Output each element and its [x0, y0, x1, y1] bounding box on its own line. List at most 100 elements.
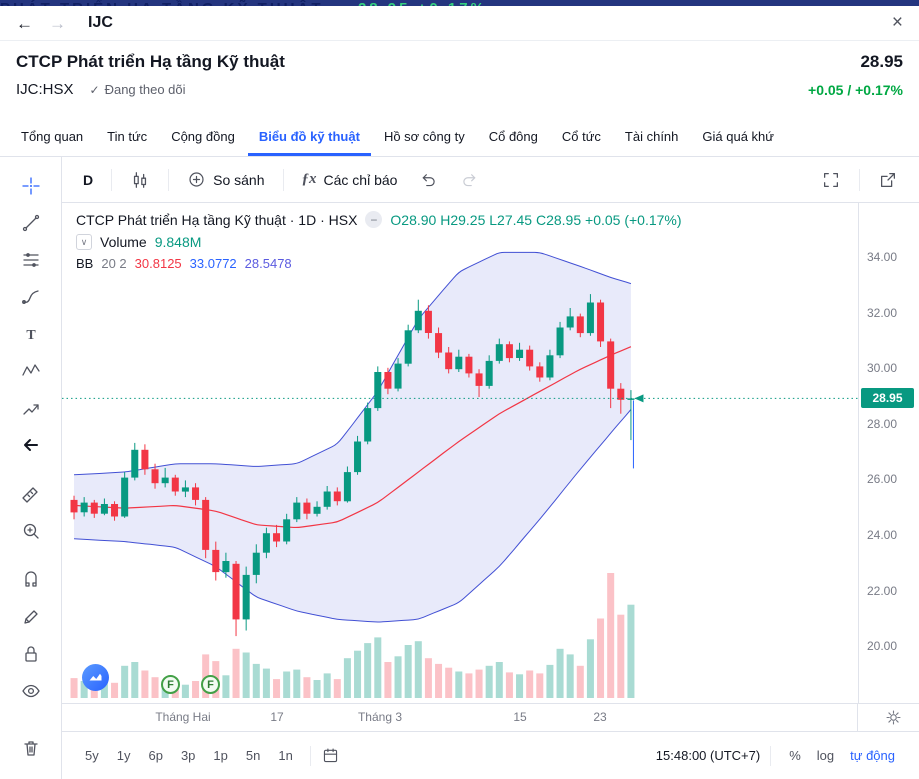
indicators-button[interactable]: ƒx Các chỉ báo	[293, 165, 407, 194]
forward-icon[interactable]: →	[49, 13, 66, 33]
price-tick: 28.00	[867, 416, 898, 431]
plus-circle-icon	[189, 172, 204, 187]
chart-body: CTCP Phát triển Hạ tầng Kỹ thuật · 1D · …	[62, 203, 919, 703]
banner-text: PHÁT TRIỂN HẠ TẦNG KỸ THUẬT	[0, 0, 324, 6]
lock-tool-icon[interactable]	[14, 637, 48, 671]
percent-scale-button[interactable]: %	[781, 743, 809, 768]
compare-label: So sánh	[213, 171, 265, 188]
time-label: 17	[270, 710, 284, 724]
bottom-bar: 5y 1y 6p 3p 1p 5n 1n 15:48:00 (UTC+7) % log tự…	[62, 731, 919, 779]
banner-ticker: 28.95 +0.17%	[358, 0, 487, 6]
compare-button[interactable]: So sánh	[178, 164, 273, 195]
redo-icon	[463, 174, 476, 187]
trendline-tool-icon[interactable]	[14, 206, 48, 240]
undo-icon	[423, 174, 436, 187]
event-marker[interactable]: F	[161, 675, 180, 694]
last-price: 28.95	[860, 52, 903, 71]
range-buttons: 5y 1y 6p 3p 1p 5n 1n	[78, 743, 300, 768]
price-tick: 24.00	[867, 528, 898, 542]
fullscreen-button[interactable]	[812, 164, 850, 196]
tab-ho-so-cong-ty[interactable]: Hồ sơ công ty	[383, 128, 465, 144]
check-icon: ✓	[89, 82, 100, 97]
range-6p[interactable]: 6p	[141, 743, 169, 768]
tab-tai-chinh[interactable]: Tài chính	[624, 128, 679, 144]
time-label: Tháng Hai	[155, 710, 211, 724]
go-to-date-calendar-icon[interactable]	[321, 746, 340, 765]
auto-scale-button[interactable]: tự động	[842, 743, 903, 768]
tab-tong-quan[interactable]: Tổng quan	[21, 128, 84, 144]
range-1y[interactable]: 1y	[110, 743, 138, 768]
top-banner: PHÁT TRIỂN HẠ TẦNG KỸ THUẬT 28.95 +0.17%	[0, 0, 919, 6]
tab-cong-dong[interactable]: Cộng đồng	[171, 128, 235, 144]
tab-bieu-do-ky-thuat[interactable]: Biểu đồ kỹ thuật	[247, 119, 371, 156]
fib-tool-icon[interactable]	[14, 243, 48, 277]
tab-gia-qua-khu[interactable]: Giá quá khứ	[702, 128, 774, 144]
watchlist-toggle[interactable]: ✓ Đang theo dõi	[90, 82, 186, 97]
collapse-legend-button[interactable]: −	[365, 211, 383, 228]
chevron-down-icon[interactable]: ∨	[76, 234, 92, 250]
range-1n[interactable]: 1n	[271, 743, 299, 768]
drawing-toolbar: T	[0, 157, 62, 779]
drawing-pencil-tool-icon[interactable]	[14, 600, 48, 634]
brush-tool-icon[interactable]	[14, 280, 48, 314]
price-axis[interactable]: 28.95 34.00 32.00 30.00 28.00 26.00 24.00 22.0…	[858, 203, 919, 703]
tab-co-dong[interactable]: Cổ đông	[488, 128, 538, 144]
chart-right: D So sánh ƒx Các chỉ báo	[62, 157, 919, 779]
tab-co-tuc[interactable]: Cổ tức	[561, 128, 601, 144]
window-bar: ← → IJC ×	[0, 6, 919, 41]
candlestick-icon	[134, 171, 147, 188]
tab-tin-tuc[interactable]: Tin tức	[107, 128, 148, 144]
range-5n[interactable]: 5n	[239, 743, 267, 768]
range-3p[interactable]: 3p	[174, 743, 202, 768]
magnet-tool-icon[interactable]	[14, 563, 48, 597]
time-axis[interactable]: Tháng Hai 17 Tháng 3 15 23	[62, 703, 919, 731]
time-label: 15	[513, 710, 527, 724]
price-tick: 30.00	[867, 361, 898, 376]
time-label: 23	[593, 710, 607, 724]
log-scale-button[interactable]: log	[809, 743, 842, 768]
range-1p[interactable]: 1p	[206, 743, 234, 768]
chart-pane[interactable]: CTCP Phát triển Hạ tầng Kỹ thuật · 1D · …	[62, 203, 858, 703]
indicators-label: Các chỉ báo	[323, 171, 398, 188]
pattern-tool-icon[interactable]	[14, 354, 48, 388]
tab-bar: Tổng quan Tin tức Cộng đồng Biểu đồ kỹ thuậ…	[0, 119, 919, 157]
symbol-exchange: IJC:HSX	[16, 81, 74, 98]
zoom-in-tool-icon[interactable]	[14, 514, 48, 548]
price-tick: 34.00	[867, 250, 898, 264]
forecast-tool-icon[interactable]	[14, 391, 48, 425]
company-name: CTCP Phát triển Hạ tầng Kỹ thuật	[16, 52, 285, 71]
remove-drawings-trash-icon[interactable]	[14, 731, 48, 765]
arrow-tool-icon[interactable]	[14, 428, 48, 462]
clock[interactable]: 15:48:00 (UTC+7)	[655, 748, 761, 763]
price-change: +0.05 / +0.17%	[808, 81, 903, 98]
broker-logo-icon[interactable]	[82, 664, 109, 691]
undo-button[interactable]	[410, 164, 447, 195]
settings-gear-icon[interactable]	[884, 708, 903, 730]
fx-icon: ƒx	[301, 171, 317, 187]
chart-area: T D So sánh ƒx Các chỉ báo	[0, 157, 919, 779]
price-tick: 32.00	[867, 305, 898, 320]
crosshair-tool-icon[interactable]	[14, 169, 48, 203]
fullscreen-icon	[824, 172, 838, 187]
back-icon[interactable]: ←	[16, 13, 33, 33]
window-title: IJC	[88, 14, 113, 31]
interval-button[interactable]: D	[74, 166, 102, 194]
text-tool-icon[interactable]: T	[14, 317, 48, 351]
price-tick: 20.00	[867, 639, 898, 654]
measure-tool-icon[interactable]	[14, 477, 48, 511]
symbol-header: CTCP Phát triển Hạ tầng Kỹ thuật 28.95 I…	[0, 41, 919, 119]
event-marker[interactable]: F	[201, 675, 220, 694]
share-button[interactable]	[869, 164, 907, 196]
chart-toolbar: D So sánh ƒx Các chỉ báo	[62, 157, 919, 203]
share-icon	[881, 172, 895, 187]
redo-button[interactable]	[451, 164, 488, 195]
price-chart	[62, 203, 858, 703]
time-label: Tháng 3	[357, 710, 403, 724]
range-5y[interactable]: 5y	[78, 743, 106, 768]
last-price-tag: 28.95	[861, 388, 914, 409]
svg-text:T: T	[26, 328, 36, 343]
hide-drawings-eye-icon[interactable]	[14, 674, 48, 708]
close-icon[interactable]: ×	[891, 12, 903, 33]
chart-type-button[interactable]	[121, 164, 159, 196]
